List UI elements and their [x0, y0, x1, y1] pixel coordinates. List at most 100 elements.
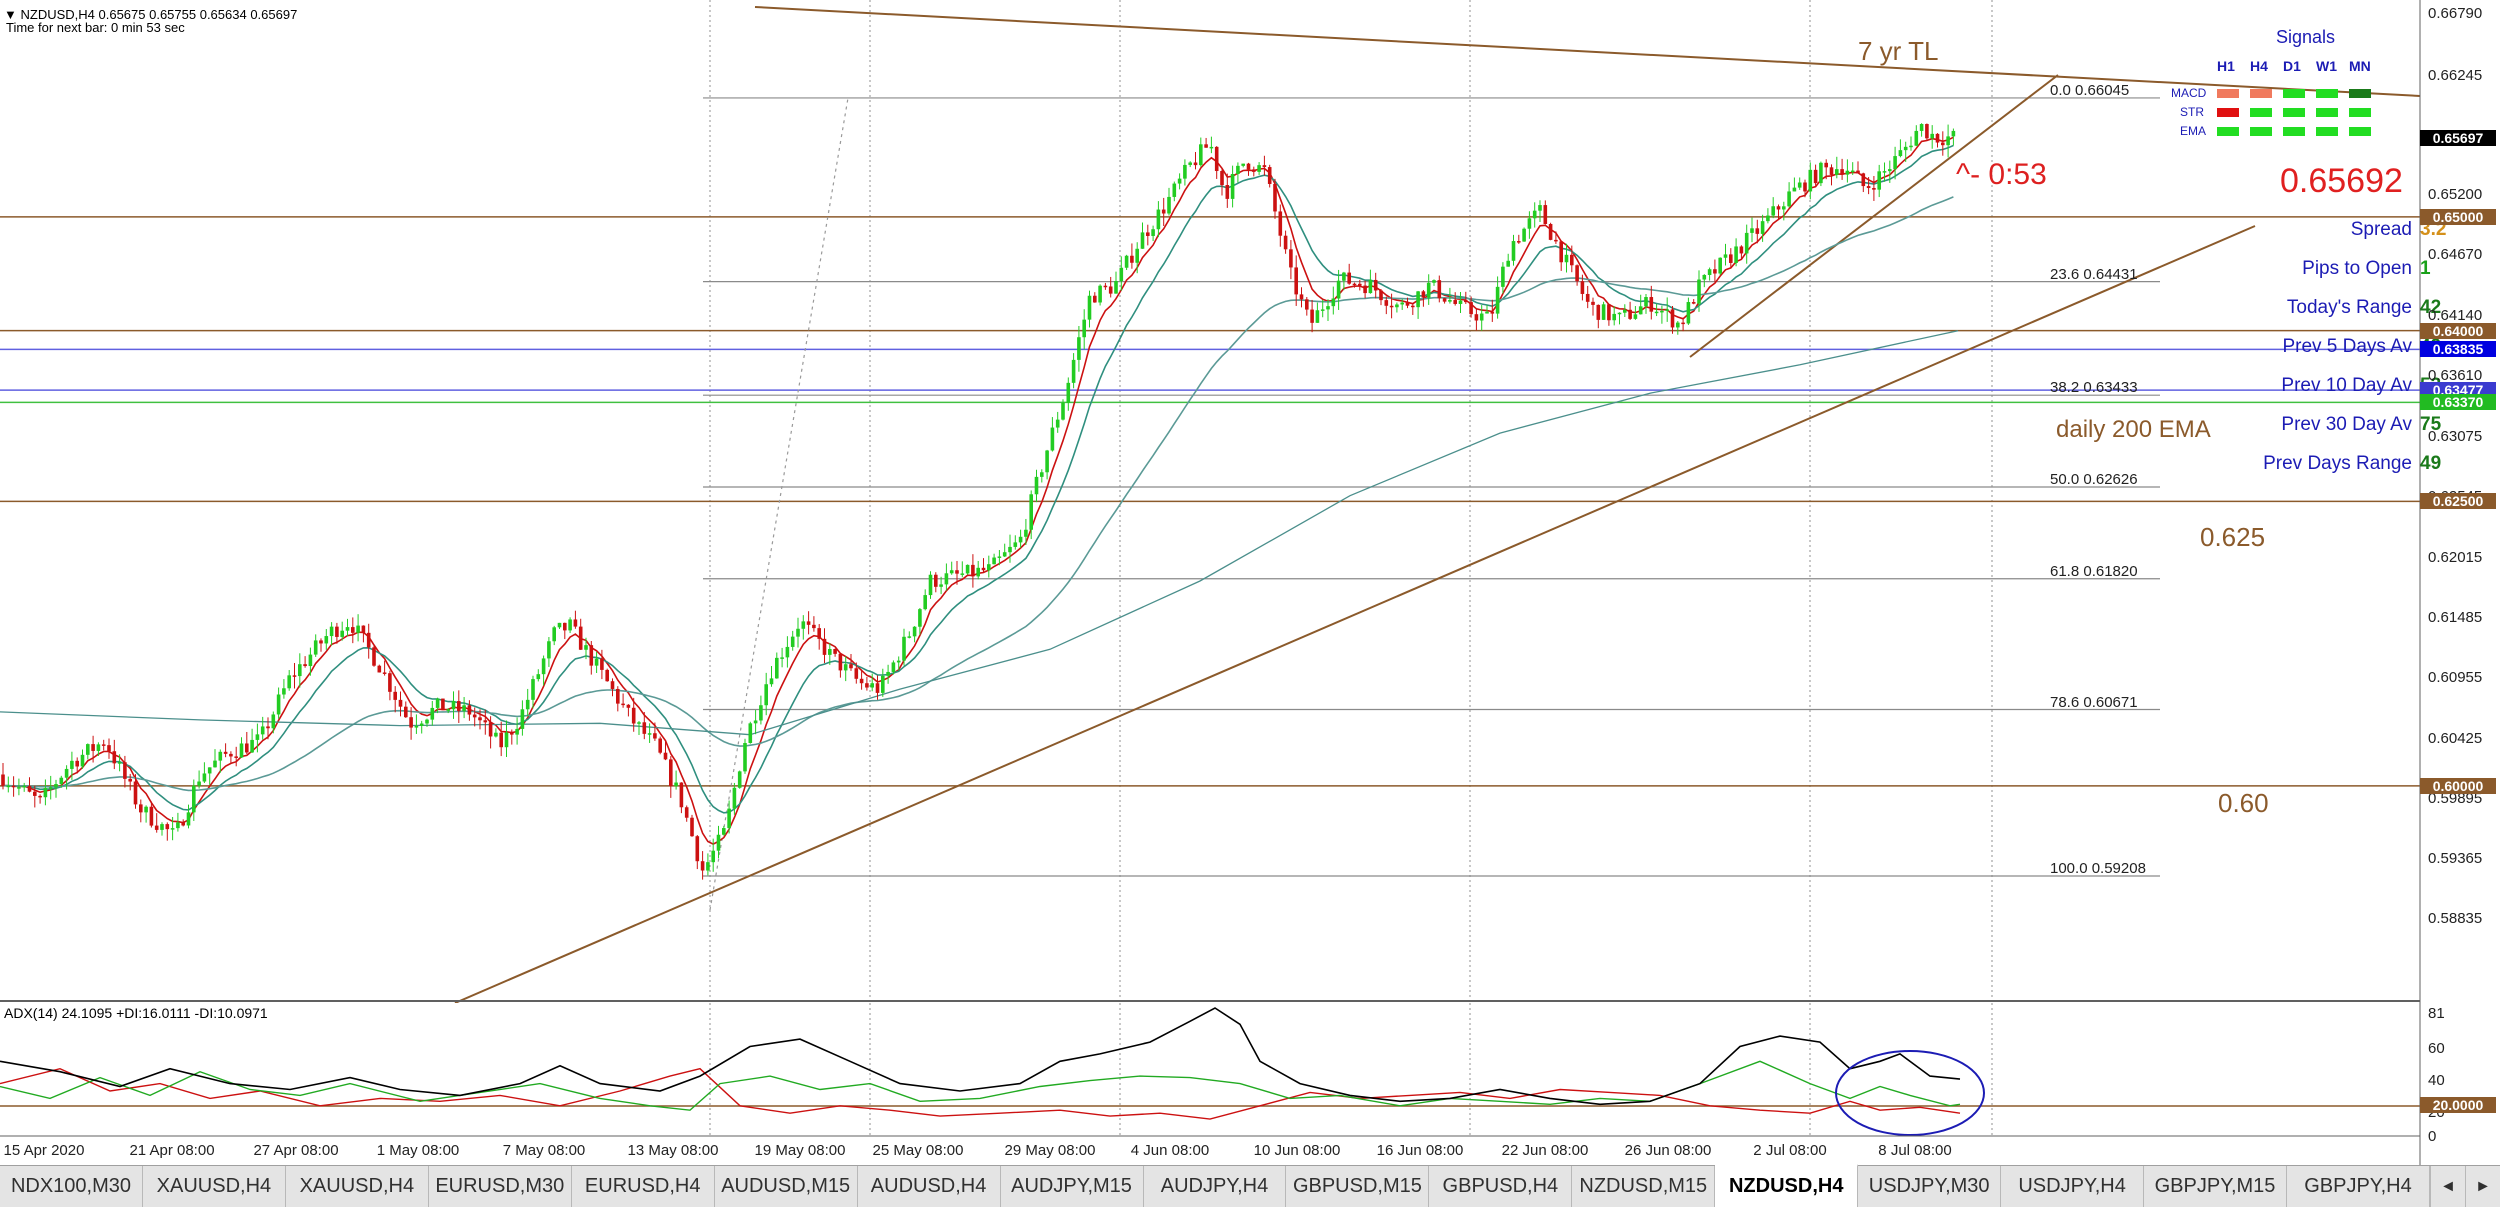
candle-body: [1008, 546, 1012, 553]
chart-tab[interactable]: EURUSD,M30: [428, 1166, 572, 1207]
candle-body: [154, 825, 159, 830]
candle-body: [568, 619, 572, 631]
candle-body: [1538, 205, 1542, 211]
candle-body: [80, 754, 85, 767]
candle-body: [27, 785, 32, 792]
tab-scroll-right-icon[interactable]: ►: [2465, 1166, 2500, 1207]
rising-support-trendline[interactable]: [454, 225, 2256, 1003]
candle-body: [499, 732, 503, 748]
chart-tab[interactable]: AUDJPY,H4: [1143, 1166, 1287, 1207]
candle-body: [43, 788, 48, 798]
candle-body: [91, 744, 95, 751]
candle-body: [1315, 310, 1320, 323]
candle-body: [1946, 136, 1950, 146]
candle-body: [1570, 254, 1574, 266]
candle-body: [870, 683, 874, 688]
short-term-trendline[interactable]: [1689, 74, 2059, 358]
candle-body: [472, 714, 477, 718]
candle-body: [1151, 229, 1155, 236]
candle-body: [769, 678, 774, 685]
candle-body: [1416, 291, 1420, 308]
candle-body: [843, 664, 848, 671]
time-axis-label: 29 May 08:00: [1004, 1142, 1096, 1159]
candle-body: [409, 717, 413, 728]
candle-body: [388, 673, 392, 692]
candle-body: [944, 573, 949, 585]
chart-tab[interactable]: USDJPY,H4: [2001, 1166, 2145, 1207]
candle-body: [1506, 260, 1510, 267]
candle-body: [1437, 280, 1442, 299]
candle-body: [1336, 280, 1341, 299]
candle-body: [1623, 309, 1627, 313]
chart-tab[interactable]: GBPUSD,H4: [1429, 1166, 1573, 1207]
time-axis-label: 4 Jun 08:00: [1130, 1142, 1210, 1159]
candle-body: [1914, 130, 1919, 146]
candle-body: [1204, 144, 1208, 148]
candle-body: [1564, 254, 1569, 263]
candle-body: [202, 773, 207, 782]
candle-body: [1442, 298, 1447, 302]
seven-year-trendline[interactable]: [754, 6, 2421, 97]
candle-body: [1453, 300, 1457, 304]
price-highlight-box: 0.65000: [2420, 208, 2496, 225]
price-tick-label: 0.64140: [2428, 306, 2483, 324]
candle-body: [1866, 186, 1871, 189]
fib-level-label: 61.8 0.61820: [2050, 562, 2138, 580]
candle-body: [584, 645, 588, 650]
candle-body: [684, 807, 689, 818]
candle-body: [912, 626, 917, 637]
chart-tab[interactable]: EURUSD,H4: [571, 1166, 715, 1207]
candle-body: [1411, 305, 1415, 308]
time-axis-label: 19 May 08:00: [754, 1142, 846, 1159]
candle-body: [393, 691, 397, 700]
adx-axis-label: 81: [2428, 1005, 2445, 1022]
signal-row-label: MACD: [2171, 86, 2207, 100]
candle-body: [594, 658, 599, 666]
candle-body: [706, 862, 710, 871]
chart-tab[interactable]: USDJPY,M30: [1858, 1166, 2002, 1207]
chart-tab[interactable]: NZDUSD,H4: [1715, 1164, 1859, 1207]
price-highlight-box: 0.63477: [2420, 382, 2496, 399]
tab-scroll-left-icon[interactable]: ◄: [2430, 1166, 2465, 1207]
candle-body: [139, 804, 143, 813]
candle-body: [992, 557, 996, 565]
chart-tab[interactable]: AUDJPY,M15: [1000, 1166, 1144, 1207]
candle-body: [647, 733, 652, 735]
candle-body: [1093, 295, 1097, 303]
candle-body: [462, 705, 466, 711]
candle-body: [1199, 144, 1203, 166]
candle-body: [1294, 267, 1298, 295]
collapse-triangle-icon[interactable]: ▼: [4, 7, 17, 22]
time-axis-label: 8 Jul 08:00: [1878, 1142, 1952, 1159]
candle-body: [1305, 299, 1309, 310]
candle-body: [737, 771, 742, 788]
candle-body: [1819, 162, 1823, 184]
candle-body: [716, 834, 721, 851]
time-axis-label: 25 May 08:00: [872, 1142, 964, 1159]
chart-tab[interactable]: NDX100,M30: [0, 1166, 143, 1207]
candle-body: [292, 675, 297, 677]
chart-tab[interactable]: XAUUSD,H4: [285, 1166, 429, 1207]
signal-cell: [2217, 127, 2239, 136]
chart-tab[interactable]: NZDUSD,M15: [1572, 1166, 1716, 1207]
chart-tab[interactable]: GBPJPY,M15: [2144, 1166, 2287, 1207]
candle-body: [1119, 267, 1124, 282]
chart-tab[interactable]: GBPJPY,H4: [2287, 1166, 2430, 1207]
candle-body: [849, 664, 853, 669]
adx-indicator-chart[interactable]: [0, 1003, 2500, 1165]
adx-line: [0, 1007, 1961, 1106]
candle-body: [748, 723, 753, 744]
candle-body: [907, 636, 912, 638]
chart-tab[interactable]: AUDUSD,H4: [857, 1166, 1001, 1207]
price-chart[interactable]: [0, 0, 2500, 1003]
candle-body: [1167, 196, 1171, 214]
candle-body: [176, 822, 180, 829]
chart-tab[interactable]: XAUUSD,H4: [142, 1166, 286, 1207]
chart-tab[interactable]: AUDUSD,M15: [714, 1166, 858, 1207]
candle-body: [695, 836, 700, 862]
candle-body: [1326, 306, 1330, 310]
candle-body: [1252, 169, 1256, 172]
candle-body: [133, 781, 138, 805]
candle-body: [372, 647, 376, 666]
chart-tab[interactable]: GBPUSD,M15: [1286, 1166, 1430, 1207]
